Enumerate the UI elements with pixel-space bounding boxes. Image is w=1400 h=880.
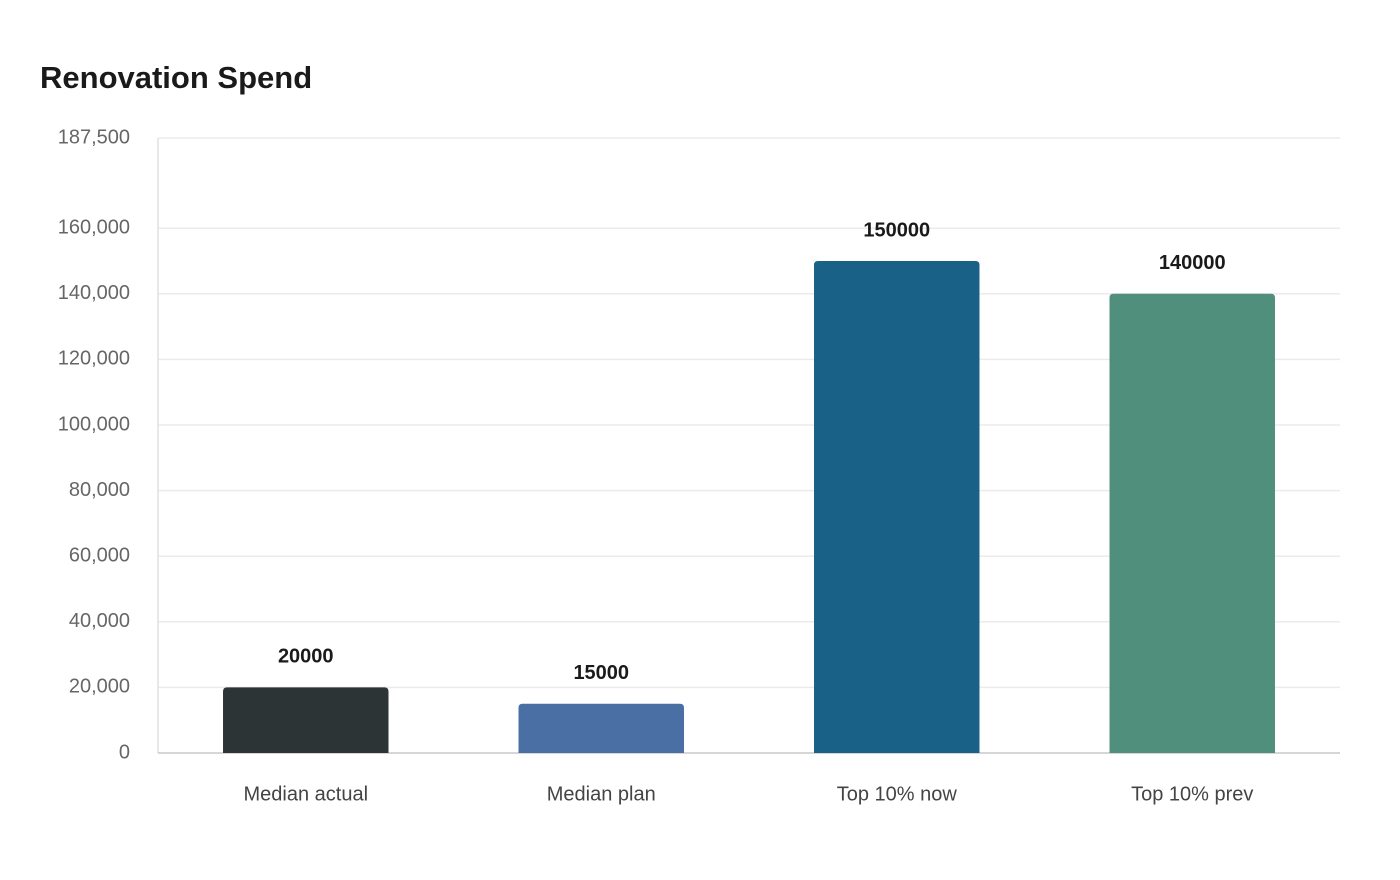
value-label: 140000 <box>1159 252 1226 274</box>
y-tick-label: 40,000 <box>69 610 130 632</box>
value-label: 15000 <box>573 662 629 684</box>
y-tick-label: 20,000 <box>69 676 130 698</box>
y-tick-label: 140,000 <box>58 282 130 304</box>
value-label: 150000 <box>863 219 930 241</box>
bar <box>814 261 980 753</box>
y-tick-label: 100,000 <box>58 413 130 435</box>
y-tick-label: 60,000 <box>69 544 130 566</box>
y-tick-label: 120,000 <box>58 348 130 370</box>
y-tick-label: 80,000 <box>69 479 130 501</box>
x-tick-label: Median actual <box>243 783 368 805</box>
y-tick-label: 160,000 <box>58 216 130 238</box>
y-tick-label: 0 <box>119 741 130 763</box>
y-tick-label: 187,500 <box>58 126 130 148</box>
value-label: 20000 <box>278 646 334 668</box>
x-tick-label: Top 10% now <box>837 783 958 805</box>
bar <box>1109 293 1275 753</box>
bar <box>518 703 684 753</box>
x-tick-label: Top 10% prev <box>1131 783 1253 805</box>
chart-title: Renovation Spend <box>40 60 312 95</box>
bar <box>223 687 389 753</box>
x-tick-label: Median plan <box>547 783 656 805</box>
